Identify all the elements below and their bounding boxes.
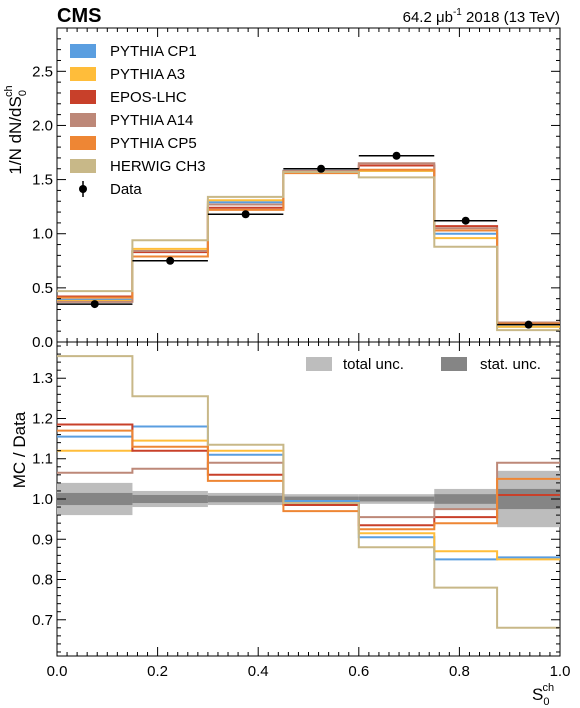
lumi-label: 64.2 μb-1 2018 (13 TeV) — [403, 7, 560, 26]
y-tick-label: 0.0 — [32, 334, 53, 351]
main-series-group — [57, 162, 560, 332]
y-tick-label: 1.0 — [32, 226, 53, 243]
stat-unc-band — [207, 495, 284, 503]
experiment-label: CMS — [57, 5, 101, 27]
legend-label-data: Data — [110, 181, 142, 198]
legend-label-pythia-a14: PYTHIA A14 — [110, 112, 193, 129]
ratio-y-axis-label: MC / Data — [10, 411, 29, 488]
x-axis-label: S0ch — [532, 682, 554, 708]
main-x-ticks — [56, 28, 561, 342]
data-point — [317, 164, 326, 173]
stat-unc-band — [358, 496, 435, 502]
series-line-pythia-cp5 — [57, 168, 560, 325]
x-tick-label: 1.0 — [550, 663, 571, 680]
y-tick-label: 2.0 — [32, 117, 53, 134]
legend-swatch-pythia-a3 — [70, 67, 96, 81]
ratio-y-tick-label: 0.9 — [32, 531, 53, 548]
ratio-y-ticks: 0.7 0.8 0.9 1.0 1.1 1.2 1.3 — [32, 345, 560, 653]
data-point — [524, 320, 533, 329]
stat-unc-band — [57, 492, 133, 506]
ratio-line-epos-lhc — [57, 423, 560, 527]
main-y-ticks: 0.0 0.5 1.0 1.5 2.0 2.5 — [32, 38, 560, 351]
legend-total-unc-swatch — [306, 357, 332, 371]
main-y-axis-label: 1/N dN/dS0ch — [3, 85, 29, 174]
x-tick-label: 0.0 — [47, 663, 68, 680]
legend-label-pythia-cp1: PYTHIA CP1 — [110, 43, 197, 60]
legend-swatch-pythia-a14 — [70, 113, 96, 127]
ratio-y-tick-label: 1.3 — [32, 370, 53, 387]
x-tick-label: 0.2 — [147, 663, 168, 680]
x-tick-label: 0.4 — [248, 663, 269, 680]
ratio-y-tick-label: 1.1 — [32, 451, 53, 468]
data-points-group — [57, 151, 560, 329]
ratio-y-tick-label: 1.2 — [32, 410, 53, 427]
y-tick-label: 0.5 — [32, 280, 53, 297]
legend-data-marker — [79, 185, 87, 193]
data-point — [90, 300, 99, 309]
ratio-panel: 0.7 0.8 0.9 1.0 1.1 1.2 1.3 0.0 0.2 0.4 0.6 0.8 1.0… — [10, 341, 571, 708]
ratio-uncertainty-bands — [57, 470, 560, 528]
data-point — [461, 216, 470, 225]
ratio-line-herwig-ch3 — [57, 355, 560, 629]
data-point — [166, 256, 175, 265]
ratio-y-tick-label: 0.8 — [32, 572, 53, 589]
legend-stat-unc-swatch — [441, 357, 467, 371]
legend-label-herwig-ch3: HERWIG CH3 — [110, 158, 206, 175]
legend-label-epos-lhc: EPOS-LHC — [110, 89, 187, 106]
main-panel: 0.0 0.5 1.0 1.5 2.0 2.5 1/N dN/dS0ch PYTHIA C… — [3, 27, 561, 351]
legend-swatch-herwig-ch3 — [70, 159, 96, 173]
legend-label-pythia-a3: PYTHIA A3 — [110, 66, 185, 83]
legend-total-unc-label: total unc. — [343, 356, 404, 373]
legend-label-pythia-cp5: PYTHIA CP5 — [110, 135, 197, 152]
ratio-x-ticks: 0.0 0.2 0.4 0.6 0.8 1.0 — [47, 342, 571, 680]
data-point — [392, 151, 401, 160]
ratio-line-pythia-cp1 — [57, 425, 560, 561]
y-tick-label: 2.5 — [32, 63, 53, 80]
x-tick-label: 0.6 — [348, 663, 369, 680]
ratio-y-tick-label: 1.0 — [32, 491, 53, 508]
x-tick-label: 0.8 — [449, 663, 470, 680]
legend-swatch-pythia-cp1 — [70, 44, 96, 58]
ratio-series-group — [57, 355, 560, 629]
data-point — [241, 210, 250, 219]
ratio-y-tick-label: 0.7 — [32, 612, 53, 629]
legend-swatch-pythia-cp5 — [70, 136, 96, 150]
y-tick-label: 1.5 — [32, 172, 53, 189]
ratio-legend: total unc. stat. unc. — [306, 356, 541, 373]
legend-swatch-epos-lhc — [70, 90, 96, 104]
legend-stat-unc-label: stat. unc. — [480, 356, 541, 373]
stat-unc-band — [434, 494, 498, 504]
stat-unc-band — [497, 488, 560, 510]
stat-unc-band — [132, 494, 208, 504]
ratio-line-pythia-cp5 — [57, 429, 560, 531]
main-legend: PYTHIA CP1 PYTHIA A3 EPOS-LHC PYTHIA A14 PYT… — [70, 43, 206, 198]
stat-unc-band — [283, 496, 359, 502]
